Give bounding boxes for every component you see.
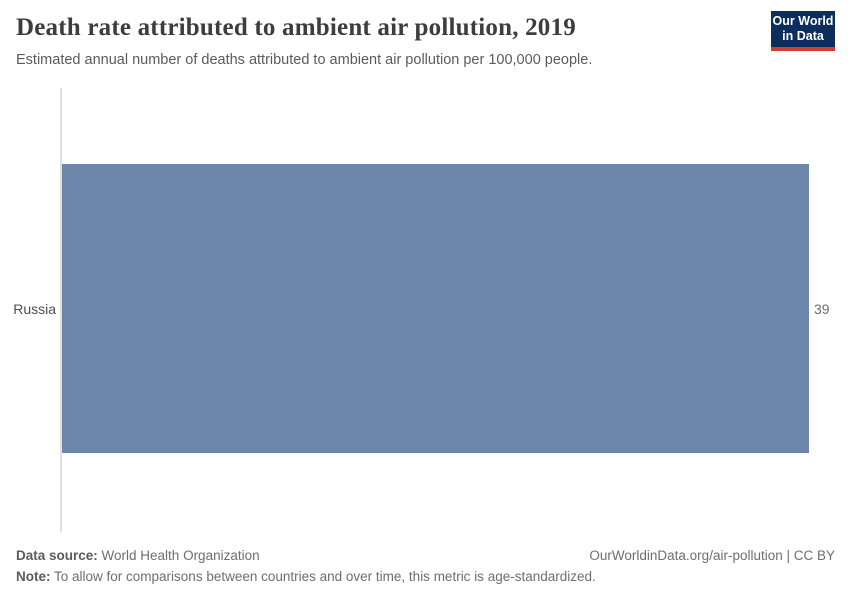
citation-link[interactable]: OurWorldinData.org/air-pollution | CC BY [589, 548, 835, 563]
data-source-label: Data source: [16, 548, 98, 563]
data-source-value: World Health Organization [97, 548, 260, 563]
note-line: Note: To allow for comparisons between c… [16, 569, 596, 584]
chart-subtitle: Estimated annual number of deaths attrib… [16, 52, 593, 68]
y-axis-line [60, 88, 62, 532]
note-value: To allow for comparisons between countri… [50, 569, 596, 584]
value-label-russia: 39 [814, 301, 830, 317]
note-label: Note: [16, 569, 51, 584]
owid-logo-line1: Our World [772, 14, 834, 28]
data-source-line: Data source: World Health Organization [16, 548, 260, 563]
bar-russia[interactable] [62, 164, 809, 453]
owid-logo-line2: in Data [782, 29, 824, 43]
plot-area [62, 88, 809, 532]
category-label-russia: Russia [13, 301, 56, 317]
owid-logo[interactable]: Our World in Data [771, 11, 835, 51]
chart-title: Death rate attributed to ambient air pol… [16, 14, 576, 41]
